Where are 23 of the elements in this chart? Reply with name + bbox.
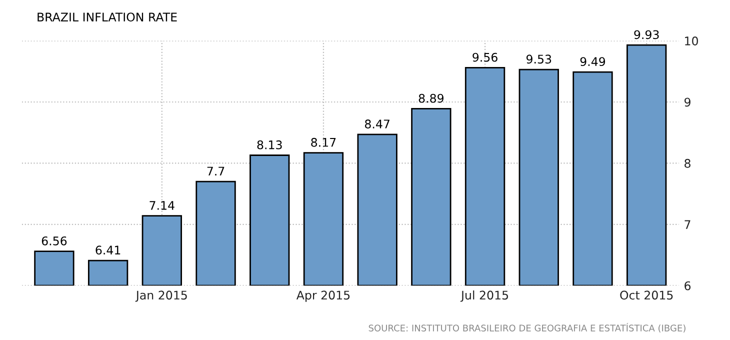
x-tick-label: Jan 2015 xyxy=(135,290,187,302)
x-tick-label: Jul 2015 xyxy=(460,290,508,302)
x-tick-label: Apr 2015 xyxy=(296,290,350,302)
data-label: 9.53 xyxy=(526,54,552,64)
data-label: 9.93 xyxy=(634,30,659,40)
y-tick-label: 7 xyxy=(684,220,690,229)
data-label: 7.14 xyxy=(150,201,174,210)
y-tick-label: 8 xyxy=(684,158,690,168)
data-label: 9.49 xyxy=(580,57,606,66)
chart-title: BRAZIL INFLATION RATE xyxy=(38,12,177,22)
data-label: 7.7 xyxy=(207,166,224,176)
data-label: 6.41 xyxy=(96,246,120,255)
data-label: 8.17 xyxy=(311,138,336,147)
x-tick-label: Oct 2015 xyxy=(620,290,673,300)
y-tick-label: 6 xyxy=(684,281,691,290)
data-label: 9.56 xyxy=(472,52,498,62)
data-label: 6.56 xyxy=(42,236,67,246)
data-label: 8.13 xyxy=(257,140,282,150)
data-label: 8.89 xyxy=(418,94,444,103)
y-tick-label: 10 xyxy=(685,36,698,46)
source-note: SOURCE: INSTITUTO BRASILEIRO DE GEOGRAFIA E ESTATÍSTICA (IBGE) xyxy=(368,322,686,333)
data-label: 8.47 xyxy=(364,120,390,128)
y-tick-label: 9 xyxy=(684,98,690,107)
